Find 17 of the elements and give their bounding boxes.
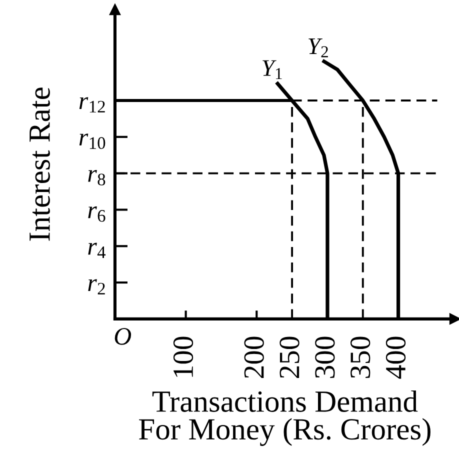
- x-tick-label: 400: [386, 336, 406, 379]
- y-tick-label: r$_{4}$: [88, 242, 106, 258]
- x-tick-label: 300: [315, 336, 335, 378]
- y-tick-label: r$_{8}$: [88, 170, 106, 186]
- y-tick-label: r$_{12}$: [79, 97, 105, 112]
- y-tick-label: r$_{10}$: [79, 134, 106, 149]
- series-label: Y$_{2}$: [308, 38, 328, 58]
- y-tick-label: r$_{2}$: [88, 279, 105, 294]
- y-axis-title: Interest Rate: [30, 88, 50, 241]
- x-tick-label: 350: [350, 336, 370, 378]
- text: O: [114, 328, 132, 345]
- series-label: Y$_{1}$: [262, 60, 282, 80]
- x-tick-label: 250: [280, 336, 300, 378]
- x-tick-label: 200: [244, 336, 264, 378]
- y-tick-label: r$_{6}$: [88, 206, 106, 222]
- x-tick-label: 100: [173, 336, 194, 377]
- x-axis-title: Transactions Demand For Money (Rs. Crores): [139, 390, 430, 446]
